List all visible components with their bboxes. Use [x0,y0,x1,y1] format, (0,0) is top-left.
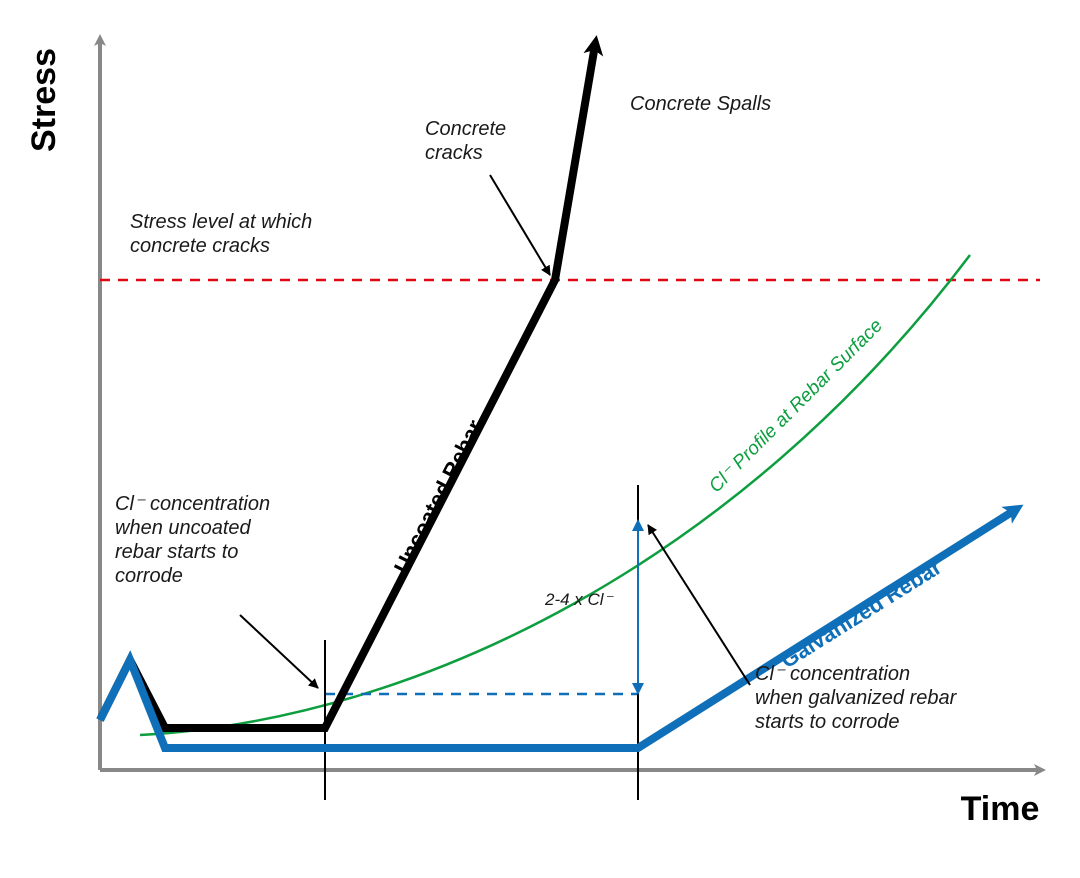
cl-multiplier-label: 2-4 x Cl⁻ [544,590,615,609]
uncoated-rebar-label: Uncoated Rebar [389,415,488,577]
pointer-galvanized-cl [648,525,750,685]
uncoated-cl-label: Cl⁻ concentration when uncoated rebar st… [115,493,276,587]
stress-time-diagram: Stress Time Stress level at which concre… [0,0,1080,878]
pointer-uncoated-cl [240,615,318,688]
crack-threshold-label: Stress level at which concrete cracks [130,211,318,257]
concrete-spalls-label: Concrete Spalls [630,93,771,115]
uncoated-rebar-line [100,45,595,728]
concrete-cracks-label: Concrete cracks [425,118,512,164]
axes [100,40,1040,770]
y-axis-label: Stress [25,48,63,152]
pointer-concrete-cracks [490,175,550,275]
galvanized-cl-label: Cl⁻ concentration when galvanized rebar … [755,663,962,733]
x-axis-label: Time [961,790,1040,828]
galvanized-rebar-label: Galvanized Rebar [776,554,946,673]
chloride-profile-label: Cl⁻ Profile at Rebar Surface [705,315,887,497]
